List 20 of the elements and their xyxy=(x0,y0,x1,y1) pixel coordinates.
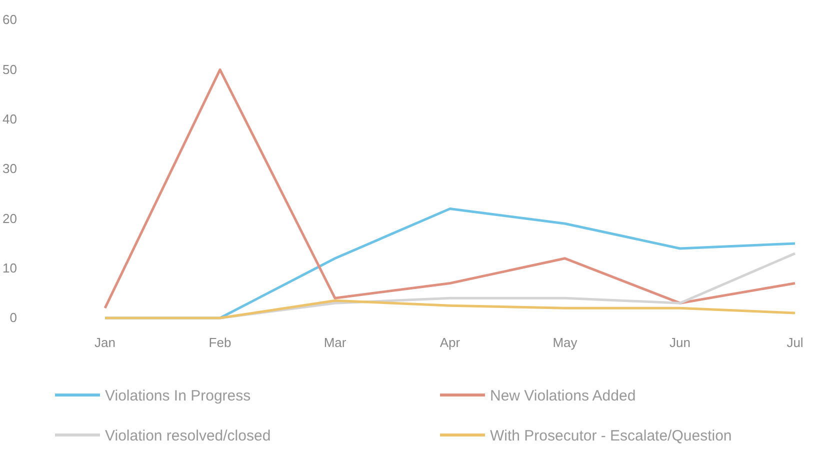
x-tick-label: Jun xyxy=(670,335,690,350)
line-series xyxy=(104,299,796,320)
legend-label: Violations In Progress xyxy=(105,387,251,404)
x-tick-label: May xyxy=(552,335,578,350)
x-tick-label: Jul xyxy=(786,335,804,350)
y-tick-label: 20 xyxy=(2,210,17,226)
legend-label: New Violations Added xyxy=(490,387,636,404)
x-tick-label: Mar xyxy=(324,335,347,350)
legend-label: Violation resolved/closed xyxy=(105,427,271,444)
y-tick-label: 40 xyxy=(2,111,17,126)
y-tick-label: 0 xyxy=(10,310,17,326)
x-tick-label: Apr xyxy=(440,335,461,350)
y-tick-label: 50 xyxy=(2,62,17,77)
legend-label: With Prosecutor - Escalate/Question xyxy=(490,427,732,444)
line-series xyxy=(104,68,796,310)
x-tick-label: Feb xyxy=(208,335,232,350)
y-tick-label: 10 xyxy=(2,260,17,276)
y-tick-label: 60 xyxy=(2,12,17,28)
y-tick-label: 30 xyxy=(2,161,17,176)
x-tick-label: Jan xyxy=(94,335,116,350)
